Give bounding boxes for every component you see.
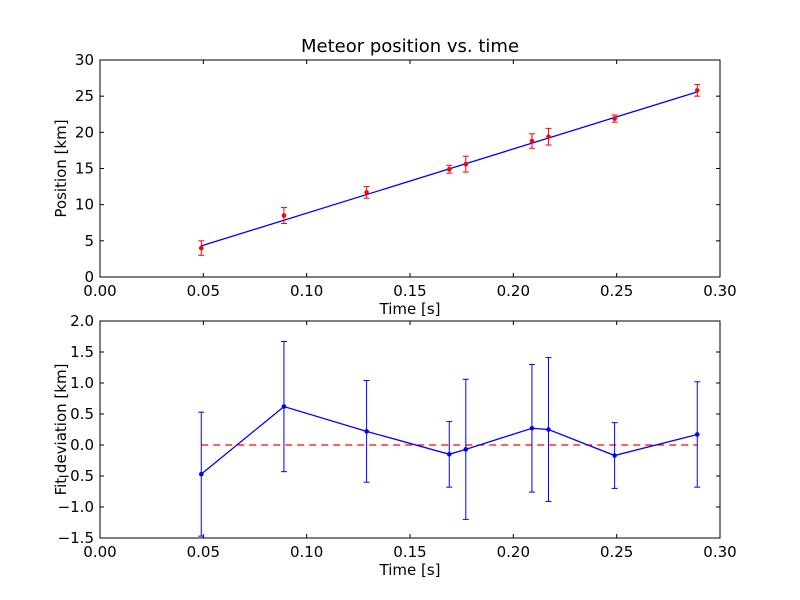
data-point [529, 425, 535, 431]
data-point [463, 447, 469, 452]
y-tick-label: 25 [75, 87, 94, 105]
y-tick-label: 0.5 [70, 405, 94, 423]
y-tick-label: −1.0 [58, 498, 94, 516]
x-tick-label: 0.25 [600, 543, 633, 561]
x-tick-label: 0.10 [290, 282, 323, 300]
y-tick-label: 30 [75, 51, 94, 69]
data-point [694, 88, 700, 93]
x-tick-label: 0.00 [83, 543, 116, 561]
y-axis-label: Position [km] [52, 119, 70, 217]
x-axis-label: Time [s] [379, 561, 441, 579]
data-point [529, 138, 535, 144]
x-tick-label: 0.20 [497, 543, 530, 561]
x-tick-label: 0.25 [600, 282, 633, 300]
data-point [198, 471, 204, 477]
chart-title: Meteor position vs. time [301, 36, 519, 57]
data-point [281, 404, 287, 409]
y-tick-label: 1.0 [70, 374, 94, 392]
data-point [364, 190, 369, 195]
y-tick-label: 15 [75, 160, 94, 178]
y-tick-label: 5 [84, 232, 94, 250]
data-point [446, 452, 452, 457]
data-point [198, 245, 204, 251]
y-tick-label: 1.5 [70, 343, 94, 361]
y-axis-label: Fit deviation [km] [52, 364, 70, 496]
y-tick-label: 0 [84, 268, 94, 286]
y-tick-label: 10 [75, 196, 94, 214]
x-tick-label: 0.10 [290, 543, 323, 561]
data-point [694, 432, 700, 437]
y-tick-label: 20 [75, 123, 94, 141]
position-chart: 0.00 0.05 0.10 0.15 0.20 0.25 0.30 0 5 10 15 20 25 30… [52, 36, 737, 318]
data-point [281, 213, 287, 218]
data-point [612, 453, 617, 458]
plot-frame [99, 59, 721, 278]
y-tick-label: 0.0 [70, 436, 94, 454]
y-tick-label: −1.5 [58, 529, 94, 547]
y-tick-label: −0.5 [58, 467, 94, 485]
x-tick-label: 0.00 [83, 282, 116, 300]
x-tick-label: 0.15 [393, 282, 426, 300]
plot-frame [99, 320, 721, 539]
x-tick-label: 0.05 [187, 543, 220, 561]
deviation-chart: 0.00 0.05 0.10 0.15 0.20 0.25 0.30 −1.5 −1.0 −0.5… [52, 312, 737, 579]
x-tick-label: 0.15 [393, 543, 426, 561]
x-tick-label: 0.05 [187, 282, 220, 300]
data-point [546, 134, 551, 139]
x-tick-label: 0.30 [703, 282, 736, 300]
data-point [612, 116, 617, 121]
x-tick-label: 0.30 [703, 543, 736, 561]
data-point [546, 427, 551, 432]
x-axis-label: Time [s] [379, 300, 441, 318]
y-tick-label: 2.0 [70, 312, 94, 330]
x-tick-label: 0.20 [497, 282, 530, 300]
data-point [364, 429, 369, 434]
data-point [446, 166, 452, 172]
data-point [463, 161, 469, 167]
